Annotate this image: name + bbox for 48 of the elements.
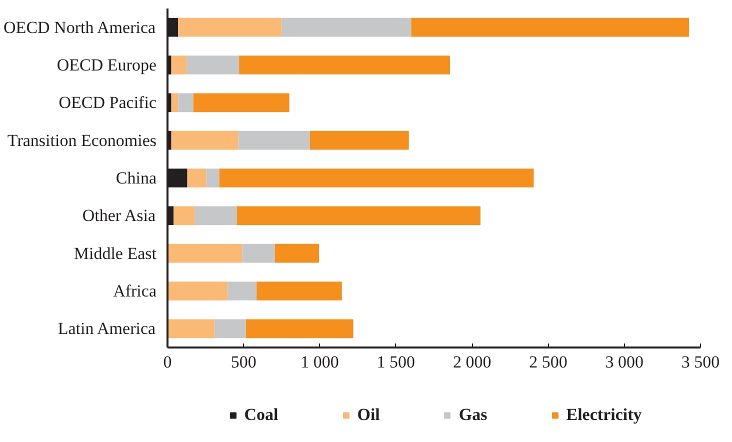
y-tick-label: OECD North America (4, 18, 156, 37)
bar (206, 168, 220, 188)
legend-label: Electricity (566, 405, 642, 425)
bar (194, 206, 237, 226)
bar (228, 282, 257, 300)
bar (274, 244, 320, 263)
bar (168, 282, 228, 300)
bar (219, 168, 534, 188)
bar (238, 130, 310, 150)
x-tick-label: 1 000 (300, 352, 339, 372)
x-tick-label: 500 (230, 352, 256, 372)
bar (178, 93, 194, 112)
bar (187, 168, 206, 188)
bar (256, 282, 342, 300)
bar (168, 244, 242, 263)
bar (178, 18, 282, 37)
bar (171, 130, 238, 150)
legend-label: Gas (458, 405, 488, 425)
x-tick-label: 3 500 (681, 352, 720, 372)
y-tick-label: Latin America (58, 319, 156, 338)
y-tick-label: Other Asia (82, 206, 156, 226)
y-tick-label: OECD Pacific (58, 93, 157, 112)
bar (242, 244, 275, 263)
x-tick-label: 0 (163, 352, 172, 372)
x-tick-label: 3 000 (605, 352, 644, 372)
bar (310, 130, 409, 150)
bar (193, 93, 290, 112)
y-tick-label: China (116, 168, 157, 188)
legend-label: Oil (357, 405, 380, 425)
bar (171, 93, 178, 112)
legend-label: Coal (244, 405, 278, 425)
y-tick-label: Transition Economies (7, 130, 157, 150)
x-tick-label: 2 000 (452, 352, 492, 372)
y-tick-label: OECD Europe (56, 56, 157, 74)
bar (171, 56, 187, 74)
bar (168, 319, 215, 338)
bar (239, 56, 450, 74)
bar (282, 18, 412, 37)
y-tick-label: Middle East (74, 244, 157, 263)
y-tick-label: Africa (113, 282, 157, 300)
bar (236, 206, 480, 226)
x-tick-label: 2 500 (529, 352, 568, 372)
x-tick-label: 1 500 (376, 352, 416, 372)
bar (214, 319, 246, 338)
bar (186, 56, 240, 74)
bar (411, 18, 690, 37)
bar (246, 319, 354, 338)
bar (174, 206, 195, 226)
